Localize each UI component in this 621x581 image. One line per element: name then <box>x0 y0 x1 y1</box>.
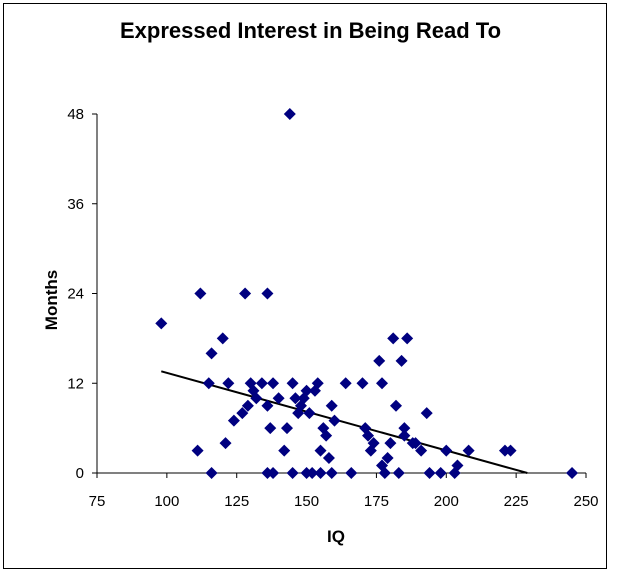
y-tick-label: 0 <box>76 465 84 482</box>
data-point <box>227 414 240 427</box>
data-point <box>367 437 380 450</box>
data-point <box>440 444 453 457</box>
data-point <box>236 407 249 420</box>
data-point <box>222 377 235 390</box>
data-point <box>255 377 268 390</box>
x-tick-label: 200 <box>434 493 459 510</box>
x-tick-label: 175 <box>364 493 389 510</box>
data-point <box>423 467 436 479</box>
data-point <box>314 467 327 479</box>
data-point <box>286 467 299 479</box>
data-point <box>306 467 319 479</box>
data-point <box>247 384 260 397</box>
data-point <box>378 467 391 479</box>
data-point <box>300 384 313 397</box>
data-point <box>202 377 215 390</box>
data-point <box>373 354 386 367</box>
data-point <box>434 467 447 479</box>
x-tick-label: 250 <box>573 493 598 510</box>
data-point <box>264 422 277 435</box>
data-point <box>272 392 285 405</box>
data-point <box>155 317 168 330</box>
data-point <box>239 287 252 300</box>
data-point <box>462 444 475 457</box>
data-point <box>194 287 207 300</box>
x-tick-label: 150 <box>294 493 319 510</box>
data-point <box>389 399 402 412</box>
data-point <box>362 429 375 442</box>
data-point <box>384 437 397 450</box>
data-point <box>504 444 517 457</box>
data-point <box>566 467 579 479</box>
data-point <box>311 377 324 390</box>
x-tick-label: 75 <box>89 493 106 510</box>
y-tick-label: 24 <box>67 286 84 303</box>
y-tick-label: 36 <box>67 196 84 213</box>
y-tick-label: 48 <box>67 106 84 123</box>
data-point <box>325 467 338 479</box>
data-point <box>261 399 274 412</box>
data-point <box>283 108 296 120</box>
data-point <box>250 392 263 405</box>
data-point <box>345 467 358 479</box>
data-point <box>191 444 204 457</box>
data-point <box>267 467 280 479</box>
data-point <box>398 429 411 442</box>
data-point <box>216 332 229 345</box>
data-point <box>205 347 218 360</box>
data-point <box>328 414 341 427</box>
data-point <box>401 332 414 345</box>
data-point <box>392 467 405 479</box>
data-point <box>286 377 299 390</box>
x-tick-label: 225 <box>504 493 529 510</box>
data-point <box>205 467 218 479</box>
y-tick-label: 12 <box>67 375 84 392</box>
data-point <box>320 429 333 442</box>
data-point <box>314 444 327 457</box>
data-point <box>267 377 280 390</box>
data-point <box>451 459 464 472</box>
data-point <box>339 377 352 390</box>
data-point <box>303 407 316 420</box>
data-point <box>376 377 389 390</box>
data-point <box>356 377 369 390</box>
data-point <box>289 392 302 405</box>
data-point <box>420 407 433 420</box>
chart-title: Expressed Interest in Being Read To <box>119 18 502 43</box>
trend-line <box>161 370 528 474</box>
data-point <box>415 444 428 457</box>
x-tick-label: 100 <box>154 493 179 510</box>
x-axis-label: IQ <box>327 527 345 546</box>
data-point <box>278 444 291 457</box>
data-point <box>219 437 232 450</box>
data-point <box>261 287 274 300</box>
x-tick-label: 125 <box>224 493 249 510</box>
data-point <box>395 354 408 367</box>
data-point <box>409 437 422 450</box>
data-point <box>398 422 411 435</box>
data-point <box>241 399 254 412</box>
data-point <box>281 422 294 435</box>
data-point <box>387 332 400 345</box>
data-point <box>322 452 335 465</box>
data-point <box>325 399 338 412</box>
data-point <box>381 452 394 465</box>
